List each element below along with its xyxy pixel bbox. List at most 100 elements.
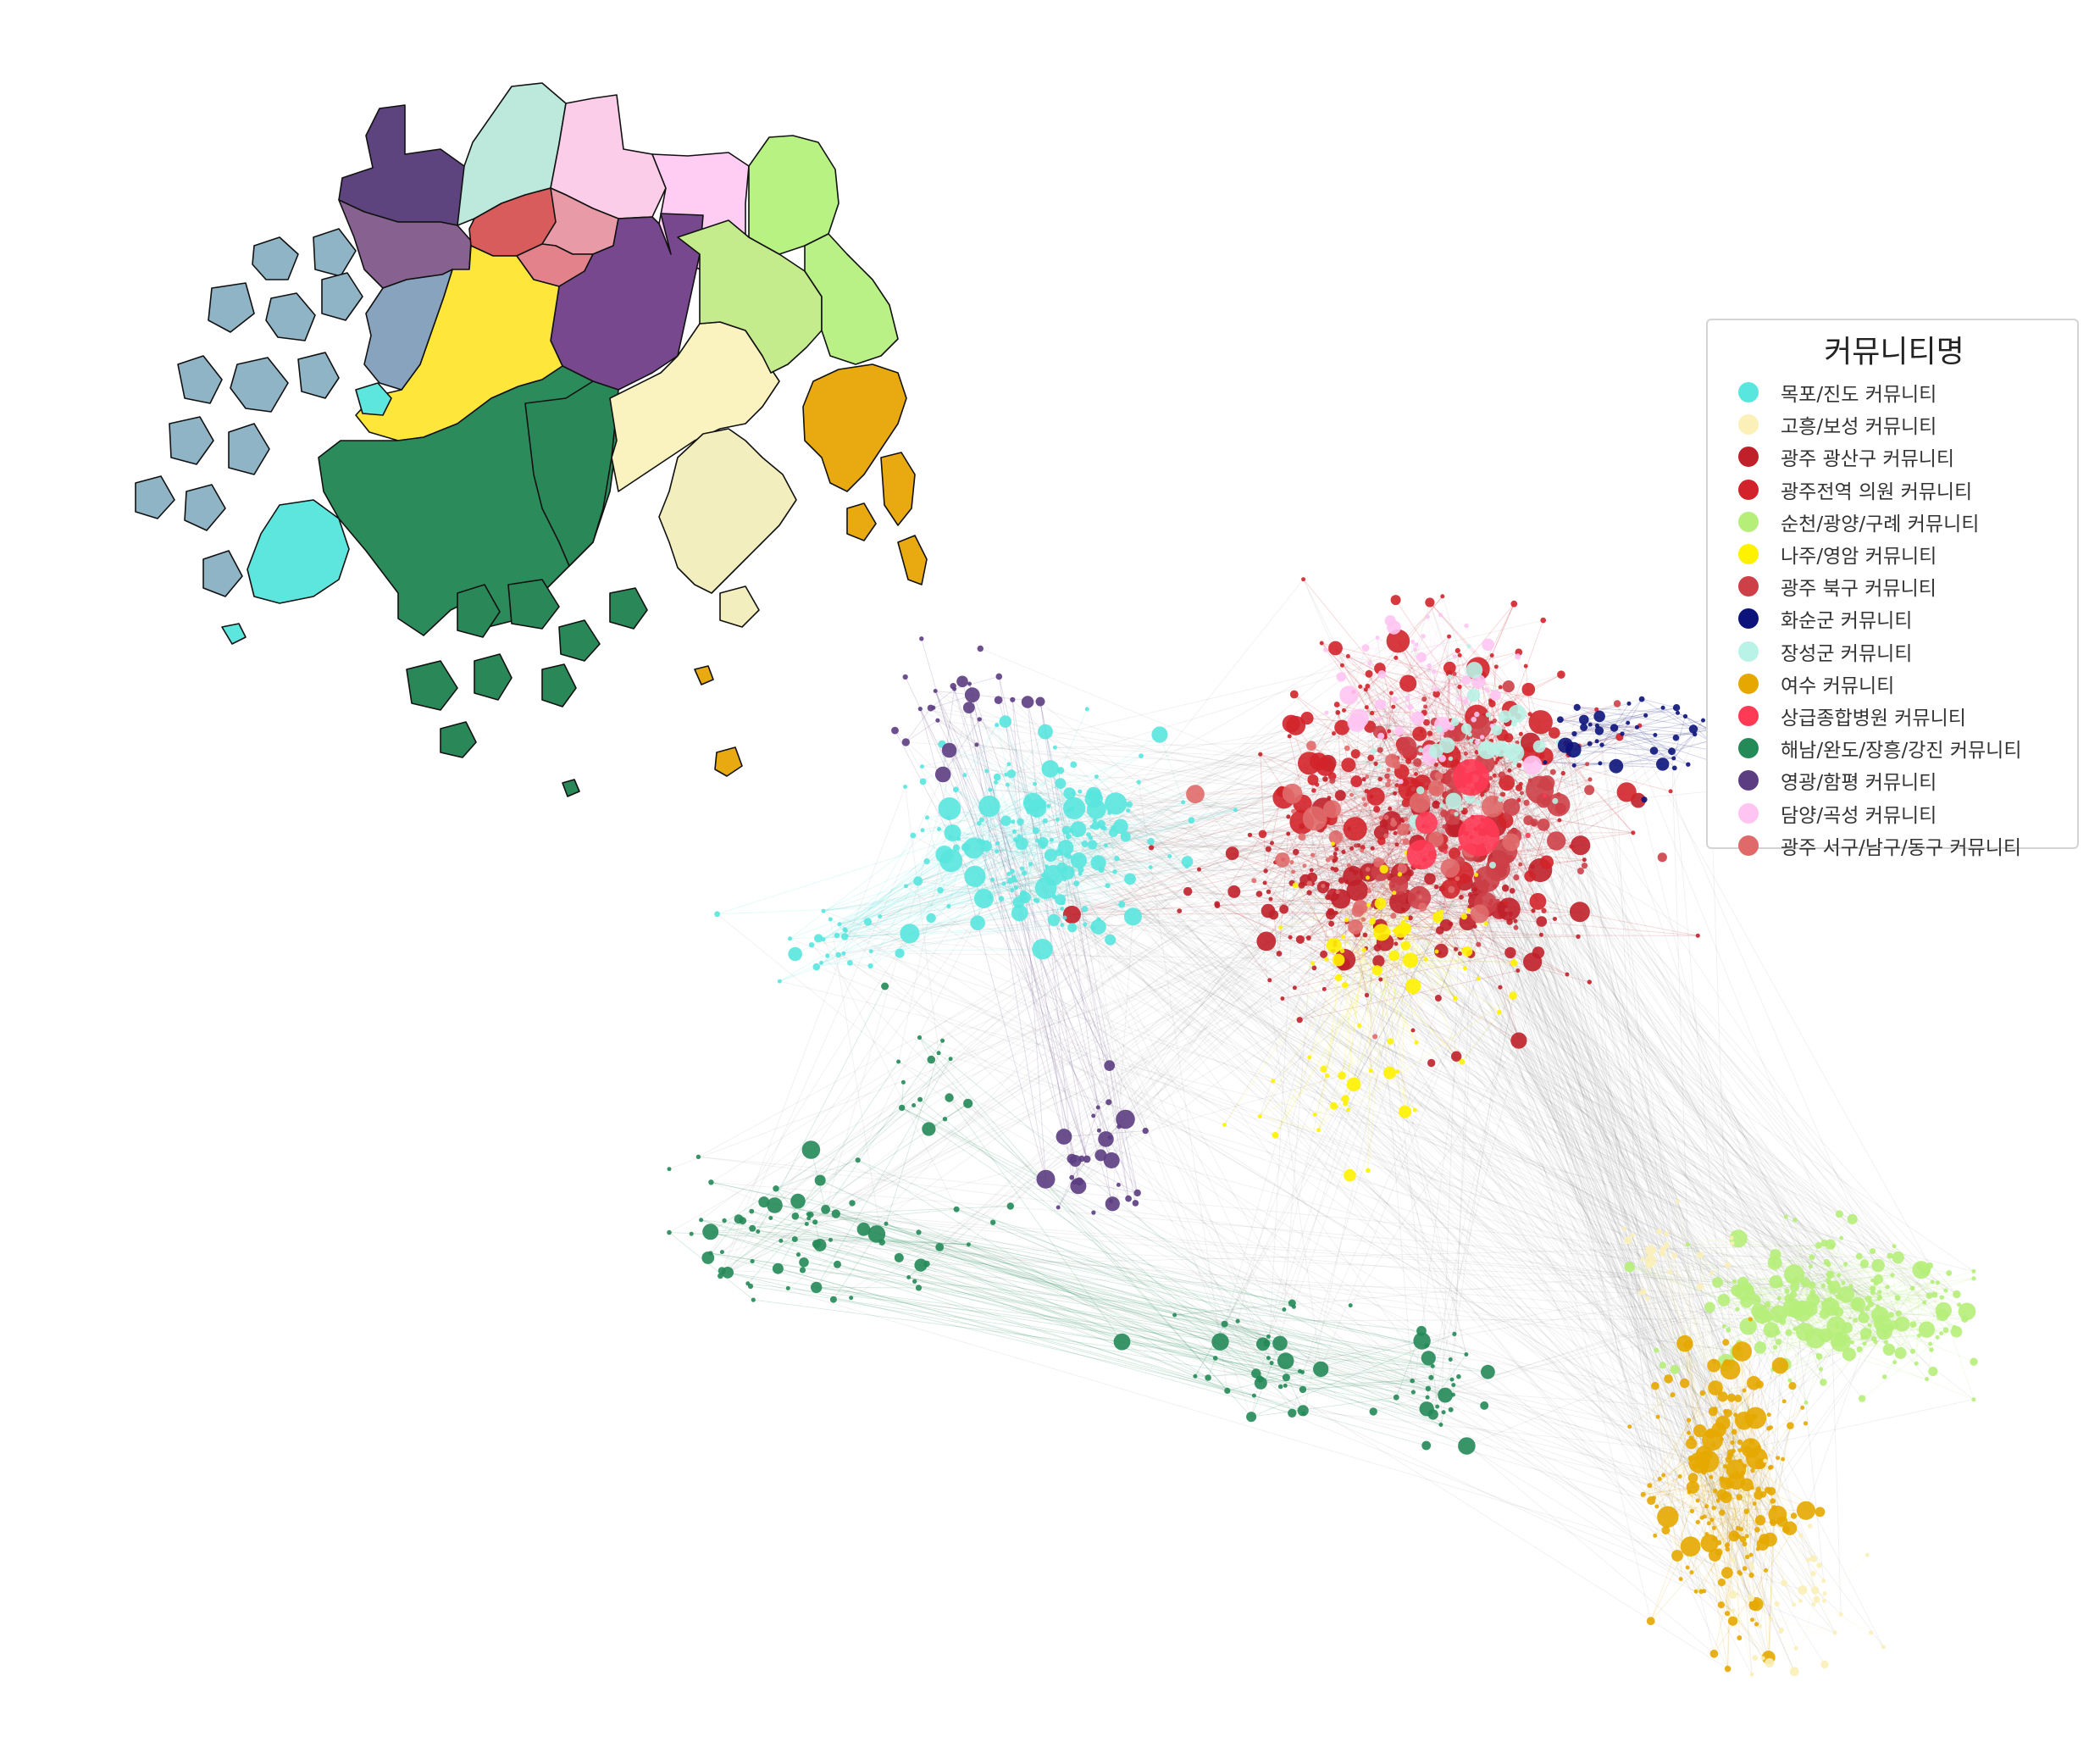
network-node-suncheon	[1820, 1301, 1826, 1307]
network-edge	[1826, 1261, 1947, 1291]
legend-item-seogu: 광주 서구/남구/동구 커뮤니티	[1723, 830, 2065, 862]
network-edge	[1379, 749, 1758, 1530]
network-node-naju	[1383, 1066, 1396, 1079]
network-edge	[948, 817, 1188, 863]
network-edge	[1663, 1474, 1770, 1540]
network-edge	[1369, 620, 1391, 663]
network-edge	[1471, 852, 1732, 1370]
network-node-yeonggwang	[934, 766, 951, 783]
network-node-yeosu	[1754, 1527, 1760, 1533]
network-node-gwangsan	[1307, 872, 1318, 883]
network-edge	[1116, 857, 1516, 929]
network-edge	[1259, 649, 1416, 1117]
network-node-gwangsan	[1349, 846, 1355, 851]
network-edge	[1102, 827, 1117, 859]
network-node-haenam	[749, 1224, 756, 1232]
network-node-naju	[1366, 1168, 1371, 1174]
network-node-gwangju_all	[1454, 647, 1460, 654]
network-node-mokpo	[1032, 939, 1053, 960]
network-node-haenam	[1301, 1411, 1306, 1416]
network-edge	[1303, 1410, 1757, 1459]
network-edge	[823, 847, 957, 912]
network-node-mokpo	[946, 904, 951, 909]
network-node-suncheon	[1654, 1347, 1659, 1353]
network-node-gwangsan	[1507, 768, 1512, 773]
network-edge	[1060, 783, 1794, 1606]
network-edge	[958, 838, 1745, 1291]
network-edge	[1416, 821, 1795, 1672]
network-edge	[1191, 819, 1355, 1085]
network-edge	[942, 689, 956, 775]
network-node-seogu	[1383, 833, 1388, 839]
network-edge	[1492, 864, 1688, 1245]
network-edge	[939, 1246, 1433, 1367]
network-node-suncheon	[1870, 1248, 1876, 1255]
network-node-gwangju_all	[1387, 729, 1392, 734]
network-node-seogu	[1275, 852, 1290, 868]
network-edge	[1599, 730, 1674, 759]
network-node-naju	[1400, 941, 1410, 951]
network-node-bukgu	[1505, 815, 1510, 820]
network-node-haenam	[751, 1297, 756, 1302]
network-node-bukgu	[1523, 799, 1530, 807]
network-node-yeosu	[1764, 1568, 1768, 1573]
network-node-haenam	[722, 1218, 727, 1224]
network-node-haenam	[708, 1179, 714, 1185]
network-edge	[1584, 865, 1936, 1296]
network-node-haenam	[915, 1285, 923, 1291]
network-node-tertiary	[1542, 793, 1547, 798]
network-edge	[968, 1244, 1413, 1382]
network-edge	[1713, 1365, 1774, 1501]
network-node-gwangju_all	[1300, 712, 1314, 725]
network-edge	[1105, 733, 1449, 1140]
network-node-gwangju_all	[1510, 600, 1518, 608]
network-node-haenam	[1438, 1387, 1453, 1403]
network-edge	[1151, 842, 1418, 848]
network-node-gwangju_all	[1377, 776, 1383, 782]
network-edge	[1367, 877, 1456, 999]
network-edge	[1370, 715, 1686, 728]
network-edge	[1272, 709, 1598, 1082]
network-edge	[757, 1231, 969, 1246]
network-node-haenam	[1172, 1312, 1177, 1318]
network-edge	[1505, 820, 1827, 1262]
network-node-mokpo	[1011, 829, 1017, 835]
network-edge	[775, 1188, 807, 1224]
network-edge	[965, 783, 1061, 848]
network-node-haenam	[750, 1258, 755, 1264]
network-node-damyang	[1377, 732, 1385, 740]
network-node-suncheon	[1889, 1320, 1899, 1329]
network-edge	[1573, 765, 1689, 1421]
network-node-haenam	[878, 1239, 885, 1246]
network-node-damyang	[1349, 708, 1369, 729]
network-node-haenam	[896, 1059, 901, 1064]
network-edge	[1427, 846, 1572, 1398]
network-node-gwangsan	[1296, 1017, 1303, 1024]
network-node-gwangsan	[1497, 897, 1521, 921]
network-edge	[1454, 673, 1518, 743]
network-edge	[1366, 647, 1422, 658]
network-node-haenam	[935, 1243, 945, 1251]
network-edge	[1491, 603, 1515, 656]
network-node-suncheon	[1890, 1273, 1895, 1278]
network-edge	[1080, 869, 1853, 1220]
network-node-mokpo	[841, 951, 846, 956]
network-node-naju	[1312, 1112, 1317, 1117]
network-edge	[1260, 1116, 1718, 1283]
network-node-gwangsan	[1062, 905, 1081, 924]
network-edge	[870, 846, 987, 967]
network-node-seogu	[1440, 858, 1460, 878]
network-node-gwangsan	[1306, 890, 1312, 896]
network-edge	[1471, 774, 1701, 1431]
network-node-yeonggwang	[935, 718, 940, 723]
network-edge	[976, 744, 1483, 820]
network-node-haenam	[963, 1098, 973, 1108]
network-node-haenam	[768, 1216, 773, 1220]
network-node-haenam	[667, 1167, 672, 1172]
network-node-damyang	[1394, 726, 1405, 735]
network-node-suncheon	[1754, 1341, 1767, 1354]
network-edge	[1394, 955, 1913, 1289]
network-node-haenam	[1272, 1335, 1288, 1351]
network-edge	[710, 1231, 1304, 1412]
